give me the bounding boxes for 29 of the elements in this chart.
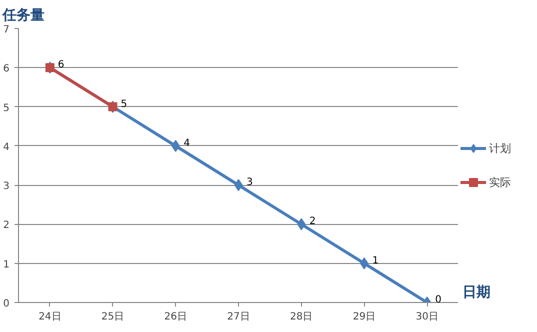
data-label: 4 [184, 138, 190, 149]
y-tick-label: 5 [3, 102, 10, 114]
x-tick-label: 26日 [164, 312, 188, 322]
y-tick-label: 3 [3, 181, 10, 192]
legend-label: 计划 [489, 140, 511, 156]
data-label: 6 [58, 60, 64, 71]
data-label: 3 [246, 177, 253, 188]
data-label: 0 [435, 294, 442, 306]
point [171, 140, 180, 152]
x-tick-label: 27日 [227, 312, 250, 322]
y-tick-label: 0 [3, 298, 10, 310]
data-label: 2 [309, 216, 316, 228]
x-tick-label: 30日 [416, 312, 438, 322]
point [297, 218, 306, 230]
legend-label: 实际 [489, 174, 511, 190]
x-axis-title: 日期 [462, 284, 490, 300]
x-tick-label: 29日 [352, 312, 376, 322]
x-tick-label: 28日 [290, 312, 313, 322]
y-tick-label: 2 [3, 220, 10, 232]
data-label: 1 [372, 255, 379, 266]
y-tick-label: 1 [3, 259, 10, 270]
x-tick-label: 24日 [38, 312, 62, 322]
data-label: 5 [120, 98, 128, 110]
y-axis-title: 任务量 [2, 8, 44, 24]
point [234, 179, 243, 192]
y-tick-label: 4 [3, 142, 10, 153]
y-tick-label: 6 [3, 64, 10, 75]
y-tick-label: 7 [3, 24, 10, 36]
x-tick-label: 25日 [101, 312, 124, 322]
